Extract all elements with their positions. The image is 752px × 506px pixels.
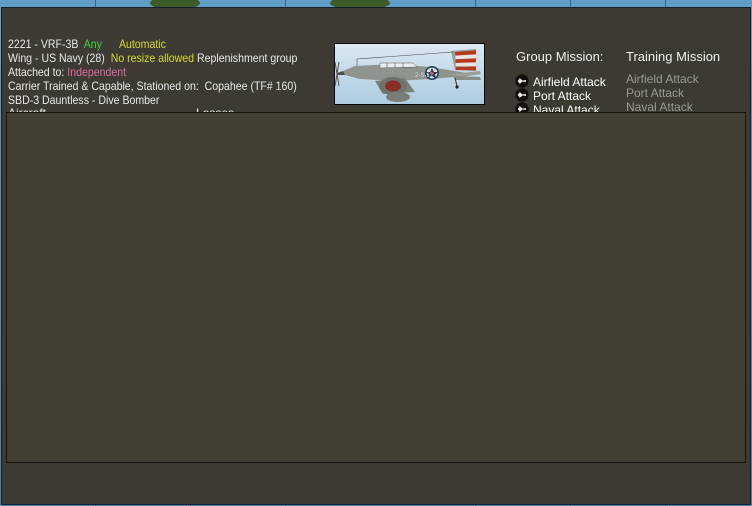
svg-text:2-S-12: 2-S-12 — [415, 73, 434, 79]
